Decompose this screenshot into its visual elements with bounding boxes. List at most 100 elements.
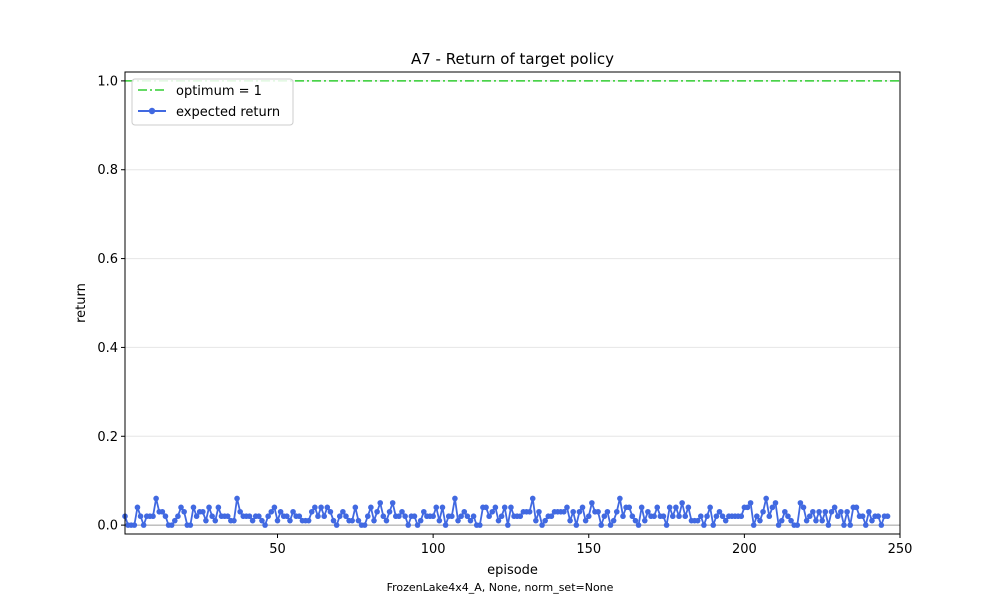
data-point [411, 513, 418, 520]
data-point [782, 508, 788, 515]
data-point [757, 517, 763, 524]
data-point [629, 513, 636, 520]
data-point [175, 513, 181, 520]
data-point [312, 504, 318, 511]
data-point [617, 495, 623, 502]
data-point [635, 522, 642, 528]
data-point [321, 513, 328, 520]
data-point [340, 508, 346, 515]
data-point [396, 513, 402, 520]
data-point [772, 500, 779, 506]
data-point [663, 522, 670, 528]
data-point [324, 504, 331, 511]
data-point [439, 504, 446, 511]
data-point [389, 500, 396, 506]
data-point [517, 513, 524, 520]
data-point [666, 504, 673, 511]
data-point [669, 513, 676, 520]
data-point [576, 508, 583, 515]
data-point [810, 508, 816, 515]
data-point [200, 508, 206, 515]
data-point [828, 508, 835, 515]
y-tick-label: 0.6 [97, 252, 118, 267]
legend-series-label: expected return [176, 105, 280, 120]
data-point [831, 504, 838, 511]
data-point [349, 517, 356, 524]
data-point [383, 517, 390, 524]
data-point [470, 513, 477, 520]
x-tick-label: 100 [421, 542, 446, 557]
x-axis-label: episode [487, 563, 538, 578]
data-point [405, 522, 412, 528]
data-point [377, 500, 384, 506]
data-point [825, 522, 832, 528]
data-point [380, 513, 387, 520]
data-point [231, 517, 237, 524]
data-point [414, 522, 421, 528]
data-point [754, 513, 760, 520]
data-point [355, 517, 362, 524]
data-point [598, 522, 604, 528]
data-point [327, 508, 334, 515]
data-point [178, 504, 184, 511]
data-point [707, 504, 713, 511]
data-point [638, 504, 645, 511]
data-point [679, 500, 685, 506]
data-point [368, 504, 374, 511]
data-point [190, 504, 197, 511]
data-point [449, 513, 455, 520]
data-point [371, 517, 377, 524]
x-tick-label: 200 [732, 542, 757, 557]
data-point [268, 508, 275, 515]
data-point [237, 508, 243, 515]
data-point [570, 508, 576, 515]
data-point [747, 500, 754, 506]
data-point [172, 517, 178, 524]
data-point [361, 522, 368, 528]
data-point [402, 513, 408, 520]
data-point [467, 517, 474, 524]
data-point [224, 513, 231, 520]
data-point [866, 508, 872, 515]
data-point [797, 500, 804, 506]
data-point [803, 517, 810, 524]
data-point [486, 513, 492, 520]
data-point [604, 508, 611, 515]
data-point [738, 513, 745, 520]
data-point [452, 495, 458, 502]
data-point [249, 517, 256, 524]
data-point [256, 513, 262, 520]
y-tick-label: 1.0 [97, 74, 118, 89]
data-point [607, 522, 614, 528]
data-point [763, 495, 769, 502]
data-point [209, 513, 215, 520]
data-point [536, 508, 542, 515]
data-point [508, 504, 514, 511]
data-point [819, 517, 825, 524]
data-point [542, 517, 548, 524]
data-point [853, 504, 860, 511]
data-point [318, 504, 324, 511]
plot-area [122, 80, 900, 528]
y-axis-label: return [74, 283, 89, 323]
data-point [181, 508, 187, 515]
data-point [215, 504, 222, 511]
data-point [333, 522, 340, 528]
data-point [813, 517, 819, 524]
data-point [246, 513, 253, 520]
data-point [673, 504, 679, 511]
data-point [862, 522, 869, 528]
chart-footer: FrozenLake4x4_A, None, norm_set=None [387, 581, 614, 594]
x-tick-label: 50 [269, 542, 286, 557]
data-point [769, 504, 776, 511]
x-tick-label: 250 [888, 542, 913, 557]
data-point [539, 522, 545, 528]
data-point [461, 508, 468, 515]
legend-optimum-label: optimum = 1 [176, 84, 262, 99]
data-point [159, 508, 166, 515]
data-point [296, 513, 303, 520]
data-point [483, 504, 489, 511]
data-point [859, 513, 866, 520]
data-point [458, 513, 464, 520]
data-point [710, 522, 717, 528]
